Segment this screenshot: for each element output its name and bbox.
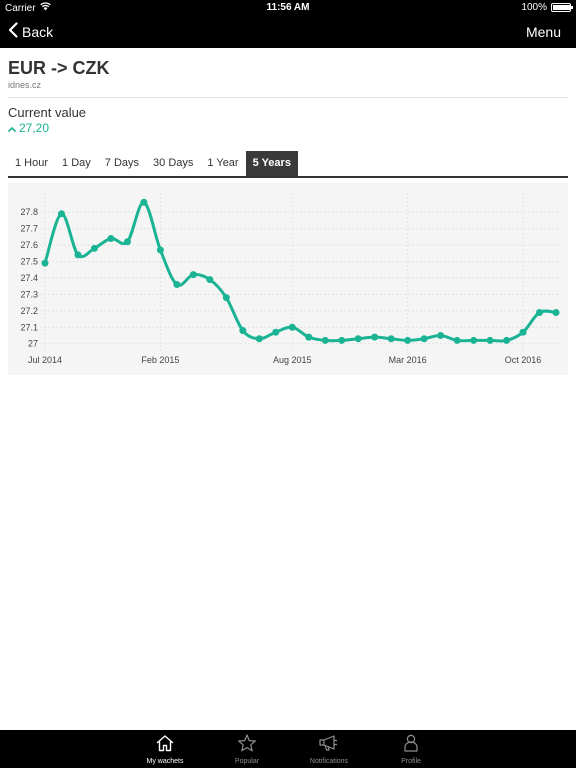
data-point <box>338 336 346 344</box>
data-point <box>57 210 65 218</box>
data-point <box>453 336 461 344</box>
battery-percent: 100% <box>521 2 547 13</box>
tab-notifications[interactable]: Notifications <box>288 730 370 768</box>
tab-my-wachets[interactable]: My wachets <box>124 730 206 768</box>
tab-profile[interactable]: Profile <box>370 730 452 768</box>
person-icon <box>401 734 421 757</box>
y-tick-label: 27.5 <box>20 256 38 266</box>
status-bar: Carrier 11:56 AM 100% <box>0 0 576 16</box>
data-point <box>41 259 49 267</box>
menu-button[interactable]: Menu <box>525 24 561 40</box>
data-point <box>173 281 181 289</box>
x-tick-label: Jul 2014 <box>28 355 62 365</box>
data-point <box>536 308 544 316</box>
range-tabs: 1 Hour 1 Day 7 Days 30 Days 1 Year 5 Yea… <box>8 151 568 178</box>
y-tick-label: 27.2 <box>20 306 38 316</box>
series-line <box>43 200 558 343</box>
data-point <box>371 333 379 341</box>
y-tick-label: 27 <box>28 339 38 349</box>
tab-30-days[interactable]: 30 Days <box>153 157 194 169</box>
tab-notifications-label: Notifications <box>309 758 349 765</box>
data-point <box>107 234 115 242</box>
status-time: 11:56 AM <box>266 2 310 13</box>
rate-chart: 27 27.1 27.2 27.3 27.4 27.5 27.6 27.7 27.8 Jul 20… <box>8 183 568 375</box>
data-point <box>470 336 478 344</box>
data-point <box>272 328 280 336</box>
back-label: Back <box>22 23 54 40</box>
data-point <box>404 336 412 344</box>
tab-1-year[interactable]: 1 Year <box>207 157 239 169</box>
data-point <box>74 251 82 259</box>
divider <box>8 97 568 98</box>
chevron-up-icon <box>8 121 16 135</box>
x-tick-label: Aug 2015 <box>273 355 312 365</box>
data-point <box>123 238 131 246</box>
y-tick-label: 27.4 <box>20 273 38 283</box>
data-point <box>156 246 164 254</box>
tab-7-days[interactable]: 7 Days <box>104 157 140 169</box>
current-value: 27,20 <box>8 121 49 135</box>
x-tick-label: Oct 2016 <box>505 355 542 365</box>
tab-popular[interactable]: Popular <box>206 730 288 768</box>
current-value-label: Current value <box>8 105 87 120</box>
data-point <box>206 276 214 284</box>
y-tick-label: 27.3 <box>20 289 38 299</box>
battery-icon <box>551 3 573 12</box>
y-tick-label: 27.1 <box>20 322 38 332</box>
page-title: EUR -> CZK <box>8 58 110 78</box>
home-icon <box>155 734 175 757</box>
back-button[interactable]: Back <box>8 22 53 41</box>
tab-my-wachets-label: My wachets <box>146 758 184 765</box>
data-point <box>420 335 428 343</box>
data-point <box>288 323 296 331</box>
data-point <box>321 336 329 344</box>
data-point <box>189 271 197 279</box>
data-point <box>486 336 494 344</box>
navigation-bar: Back Menu <box>0 16 576 48</box>
battery-level <box>553 5 571 10</box>
x-tick-label: Mar 2016 <box>389 355 427 365</box>
data-point <box>354 335 362 343</box>
data-point <box>305 333 313 341</box>
tab-5-years[interactable]: 5 Years <box>245 151 298 176</box>
data-point <box>90 244 98 252</box>
megaphone-icon <box>318 734 340 757</box>
y-tick-label: 27.8 <box>20 207 38 217</box>
y-tick-label: 27.6 <box>20 240 38 250</box>
data-point <box>387 335 395 343</box>
star-icon <box>237 734 257 757</box>
current-value-number: 27,20 <box>19 121 50 135</box>
data-point <box>552 308 560 316</box>
wifi-icon <box>39 2 51 14</box>
data-point <box>519 328 527 336</box>
y-tick-label: 27.7 <box>20 224 38 234</box>
tab-1-day[interactable]: 1 Day <box>62 157 91 169</box>
status-left: Carrier <box>5 2 51 14</box>
x-tick-label: Feb 2015 <box>141 355 179 365</box>
data-point <box>222 294 230 302</box>
rate-chart-svg: 27 27.1 27.2 27.3 27.4 27.5 27.6 27.7 27.8 Jul 20… <box>20 193 560 365</box>
tab-1-hour[interactable]: 1 Hour <box>15 157 49 169</box>
tab-profile-label: Profile <box>401 758 421 765</box>
data-point <box>239 327 247 335</box>
bottom-tab-bar: My wachets Popular Notifications Profile <box>0 730 576 768</box>
source-label: idnes.cz <box>8 80 42 90</box>
data-point <box>503 336 511 344</box>
tab-popular-label: Popular <box>234 758 260 765</box>
carrier-label: Carrier <box>5 2 36 14</box>
data-point <box>437 331 445 339</box>
data-point <box>140 198 148 206</box>
data-point <box>255 335 263 343</box>
chevron-left-icon <box>8 22 18 41</box>
status-right: 100% <box>521 2 573 13</box>
